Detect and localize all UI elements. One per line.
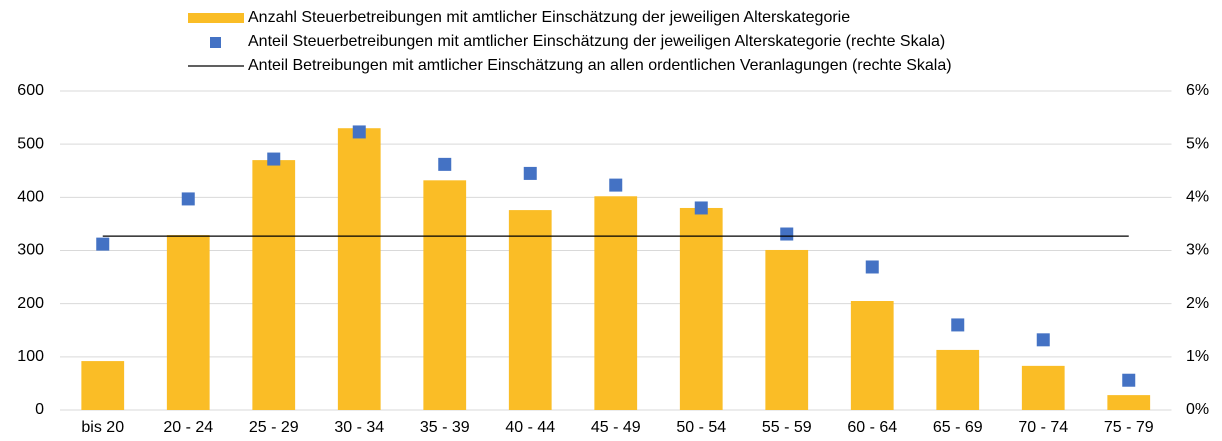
bar: [81, 361, 125, 410]
bar: [337, 128, 381, 410]
marker: [96, 237, 110, 251]
y-tick-label: 100: [17, 348, 44, 365]
y2-tick-label: 3%: [1186, 242, 1209, 259]
y-tick-label: 0: [35, 401, 44, 418]
legend-swatch: [210, 37, 221, 48]
marker: [951, 318, 965, 332]
bar: [252, 160, 296, 410]
x-tick-label: 75 - 79: [1104, 419, 1154, 436]
bar: [166, 235, 210, 410]
marker: [1036, 333, 1050, 347]
x-tick-label: 45 - 49: [591, 419, 641, 436]
x-tick-label: 50 - 54: [676, 419, 726, 436]
x-tick-label: 70 - 74: [1018, 419, 1068, 436]
y-tick-label: 500: [17, 135, 44, 152]
x-tick-label: 60 - 64: [847, 419, 897, 436]
legend-label: Anteil Steuerbetreibungen mit amtlicher …: [248, 33, 945, 50]
legend-swatch: [188, 13, 244, 23]
x-tick-label: 35 - 39: [420, 419, 470, 436]
marker: [523, 166, 537, 180]
y2-tick-label: 5%: [1186, 135, 1209, 152]
bar: [765, 249, 809, 410]
bar: [679, 207, 723, 410]
y2-tick-label: 2%: [1186, 295, 1209, 312]
bar: [594, 196, 638, 410]
marker: [609, 178, 623, 192]
y2-tick-label: 1%: [1186, 348, 1209, 365]
x-tick-label: 20 - 24: [163, 419, 213, 436]
marker: [438, 157, 452, 171]
marker: [352, 125, 366, 139]
marker: [267, 152, 281, 166]
bar: [508, 210, 552, 410]
x-tick-label: bis 20: [81, 419, 124, 436]
bar: [1107, 395, 1151, 410]
legend-label: Anteil Betreibungen mit amtlicher Einsch…: [248, 57, 952, 74]
y-tick-label: 600: [17, 82, 44, 99]
x-tick-label: 55 - 59: [762, 419, 812, 436]
marker: [694, 201, 708, 215]
marker: [1122, 373, 1136, 387]
bar: [936, 349, 980, 410]
marker: [181, 192, 195, 206]
x-tick-label: 65 - 69: [933, 419, 983, 436]
y2-tick-label: 4%: [1186, 189, 1209, 206]
bar: [1021, 365, 1065, 410]
x-tick-label: 25 - 29: [249, 419, 299, 436]
y2-tick-label: 6%: [1186, 82, 1209, 99]
marker: [865, 260, 879, 274]
bar: [850, 301, 894, 410]
x-tick-label: 40 - 44: [505, 419, 555, 436]
marker: [780, 227, 794, 241]
y-tick-label: 300: [17, 242, 44, 259]
x-tick-label: 30 - 34: [334, 419, 384, 436]
y2-tick-label: 0%: [1186, 401, 1209, 418]
y-tick-label: 200: [17, 295, 44, 312]
y-tick-label: 400: [17, 189, 44, 206]
bar: [423, 180, 467, 410]
legend-label: Anzahl Steuerbetreibungen mit amtlicher …: [248, 9, 850, 26]
